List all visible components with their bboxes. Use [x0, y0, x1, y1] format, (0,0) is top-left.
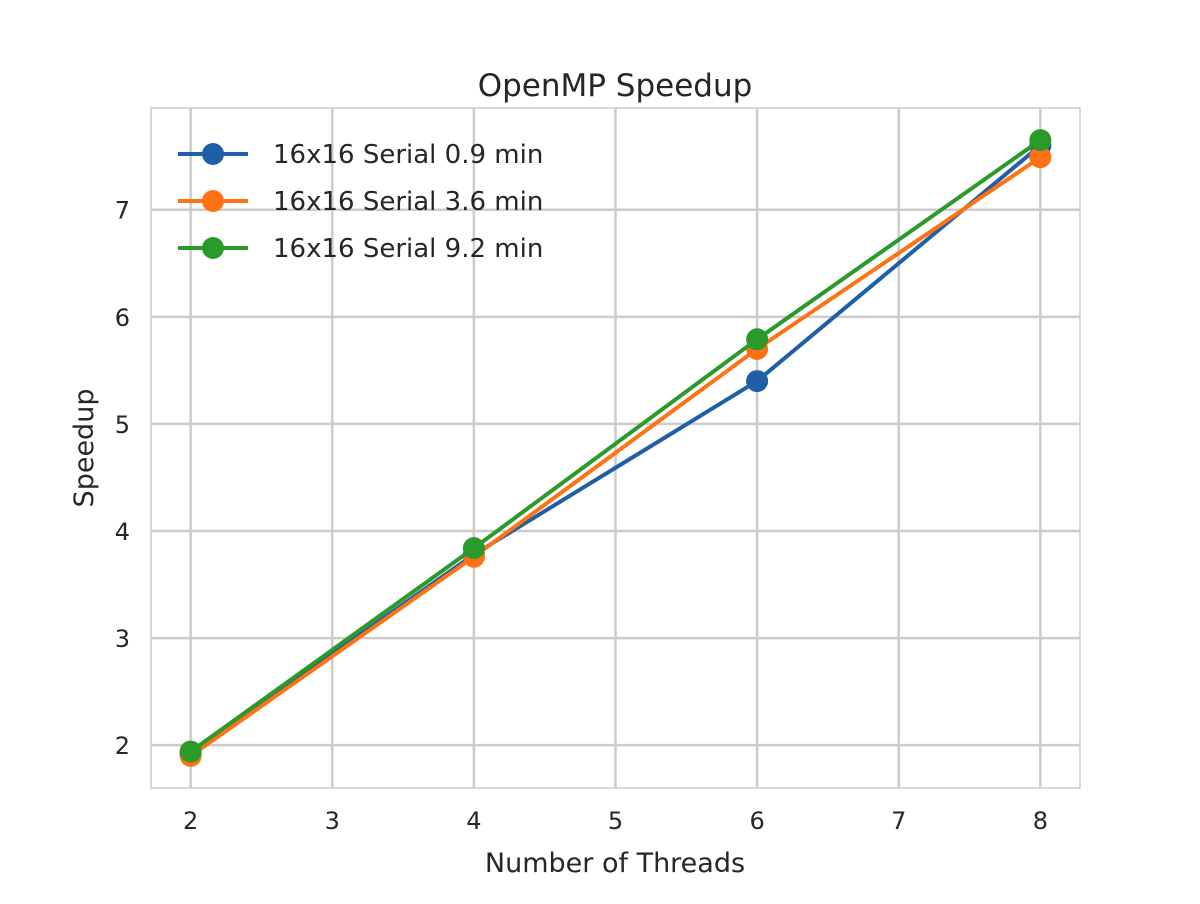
legend-label: 16x16 Serial 3.6 min [273, 187, 543, 217]
data-point [1029, 129, 1052, 152]
data-point [1029, 146, 1052, 169]
data-point [746, 370, 769, 393]
series-line [188, 138, 1043, 754]
legend-marker [202, 190, 224, 212]
x-tick-label: 7 [891, 807, 906, 835]
x-tick-label: 8 [1033, 807, 1048, 835]
legend-item: 16x16 Serial 9.2 min [178, 234, 543, 264]
legend-label: 16x16 Serial 9.2 min [273, 234, 543, 264]
x-tick-label: 6 [749, 807, 764, 835]
x-tick-label: 3 [325, 807, 340, 835]
y-tick-label: 5 [115, 411, 130, 439]
series-3 [179, 129, 1052, 763]
series-group [179, 129, 1052, 767]
y-tick-label: 4 [115, 518, 130, 546]
x-tick-label: 4 [466, 807, 481, 835]
legend-item: 16x16 Serial 0.9 min [178, 140, 543, 170]
x-tick-label: 2 [183, 807, 198, 835]
legend: 16x16 Serial 0.9 min 16x16 Serial 3.6 min… [178, 140, 543, 264]
data-point [179, 740, 202, 763]
x-tick-labels: 2 3 4 5 6 7 8 [183, 807, 1048, 835]
legend-label: 16x16 Serial 0.9 min [273, 140, 543, 170]
y-tick-label: 2 [115, 732, 130, 760]
x-axis-label: Number of Threads [485, 848, 745, 879]
grid-lines [151, 108, 1080, 788]
x-tick-label: 5 [608, 807, 623, 835]
data-point [746, 328, 769, 351]
data-point [462, 537, 485, 560]
chart-title: OpenMP Speedup [478, 68, 753, 104]
y-tick-label: 7 [115, 197, 130, 225]
series-line [188, 155, 1043, 758]
y-tick-labels: 2 3 4 5 6 7 [115, 197, 130, 760]
legend-marker [202, 143, 224, 165]
y-tick-label: 6 [115, 304, 130, 332]
legend-marker [202, 237, 224, 259]
y-axis-label: Speedup [69, 389, 100, 508]
y-tick-label: 3 [115, 625, 130, 653]
legend-item: 16x16 Serial 3.6 min [178, 187, 543, 217]
